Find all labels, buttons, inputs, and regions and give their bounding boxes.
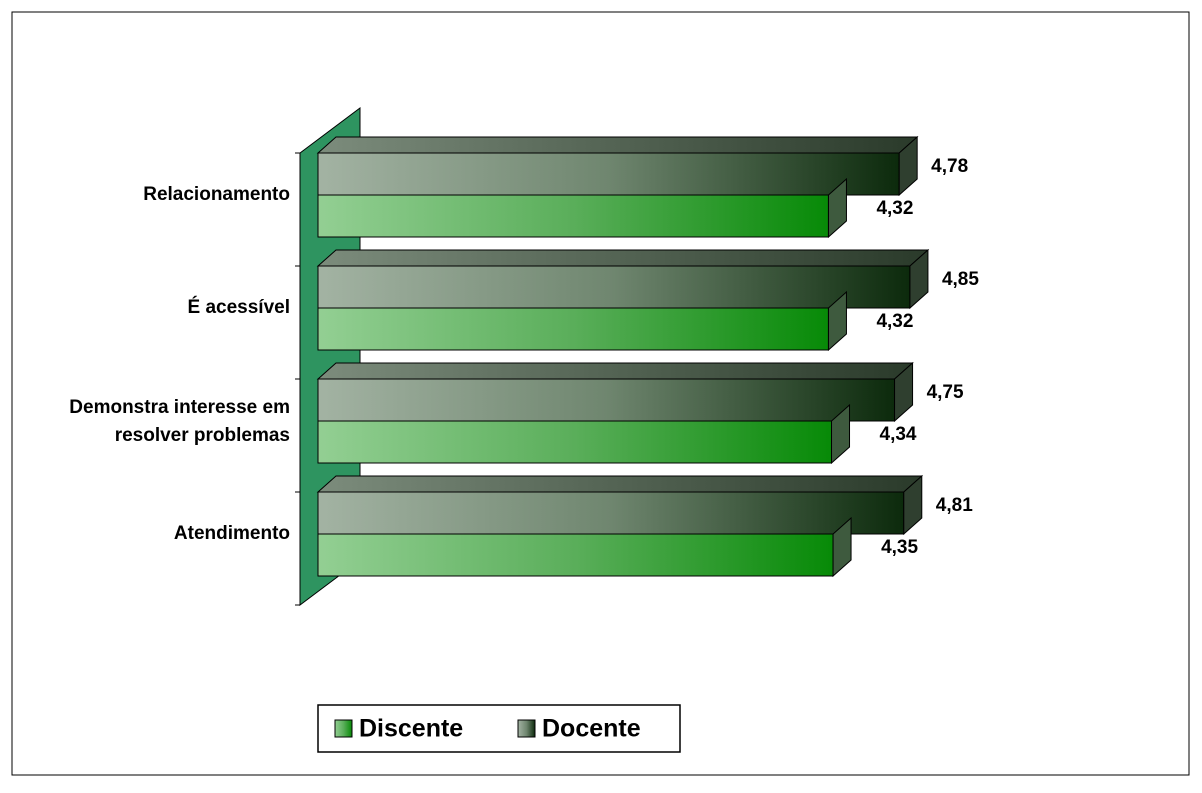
frame xyxy=(11,11,1190,776)
bar-side xyxy=(909,248,929,310)
value-label: 4,34 xyxy=(880,424,917,445)
bar xyxy=(317,194,829,238)
bar-side xyxy=(898,135,918,197)
bar xyxy=(317,491,905,535)
bar xyxy=(317,420,833,464)
legend-label: Discente xyxy=(359,715,463,743)
bar xyxy=(317,533,834,577)
y-tick-label: Demonstra interesse em resolver problemas xyxy=(69,397,290,446)
y-tick-label: É acessível xyxy=(188,296,290,318)
value-label: 4,78 xyxy=(931,156,968,177)
bar-top xyxy=(316,475,924,493)
bar-side xyxy=(827,290,847,352)
bar-side xyxy=(903,474,923,536)
value-label: 4,75 xyxy=(927,382,964,403)
bar-side xyxy=(827,177,847,239)
bar-top xyxy=(316,362,914,380)
legend-label: Docente xyxy=(542,715,641,743)
y-tick-label: Relacionamento xyxy=(143,184,290,205)
bar xyxy=(317,307,829,351)
value-label: 4,32 xyxy=(876,198,913,219)
bar xyxy=(317,378,896,422)
bar-top xyxy=(316,136,919,154)
value-label: 4,35 xyxy=(881,537,918,558)
bar-top xyxy=(316,249,930,267)
value-label: 4,85 xyxy=(942,269,979,290)
value-label: 4,81 xyxy=(936,495,973,516)
bar-side xyxy=(831,403,851,465)
bar-side xyxy=(894,361,914,423)
value-label: 4,32 xyxy=(876,311,913,332)
legend xyxy=(317,704,681,753)
legend-swatch xyxy=(334,719,353,738)
bar xyxy=(317,265,911,309)
bar-side xyxy=(832,516,852,578)
legend-swatch xyxy=(517,719,536,738)
bar xyxy=(317,152,900,196)
y-tick-label: Atendimento xyxy=(174,523,290,544)
